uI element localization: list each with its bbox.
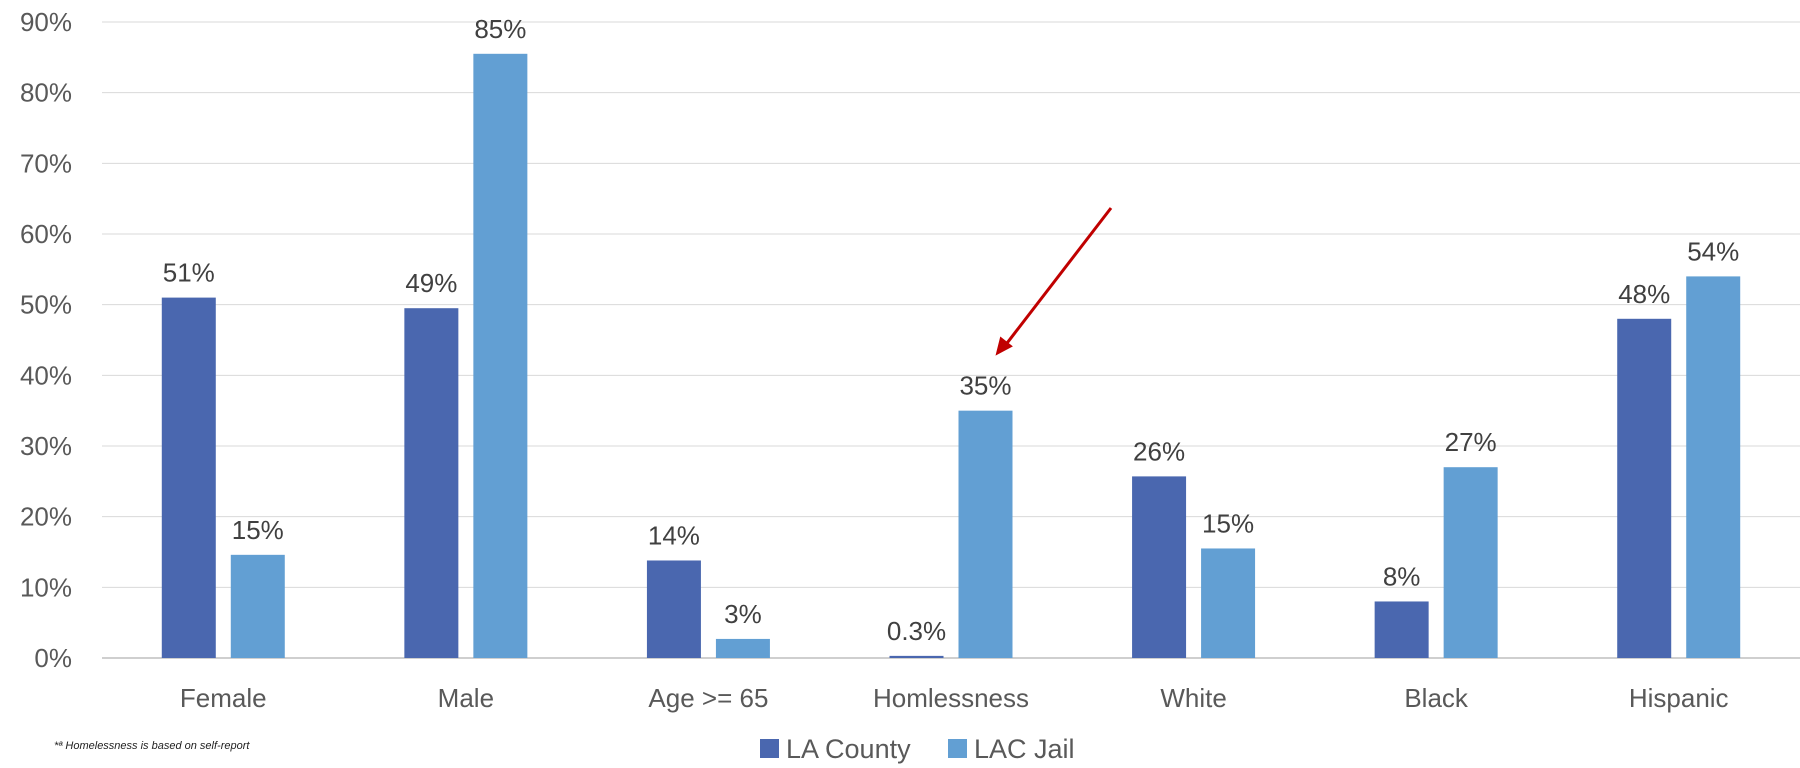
footnote: *ª Homelessness is based on self-report — [54, 740, 250, 752]
bar-la-county — [1617, 318, 1672, 658]
x-tick-label: Age >= 65 — [648, 683, 768, 713]
y-tick-label: 70% — [20, 148, 72, 178]
data-label: 8% — [1383, 561, 1421, 591]
data-label: 27% — [1445, 427, 1497, 457]
data-label: 14% — [648, 520, 700, 550]
data-labels: 51% 15% 49% 85% 14% 3% 0.3% 35% 26% 15% 8% 27% 48% 54… — [163, 14, 1739, 646]
y-tick-label: 50% — [20, 290, 72, 320]
x-tick-label: Female — [180, 683, 267, 713]
legend: LA County LAC Jail — [760, 734, 1075, 764]
annotation-arrow — [995, 207, 1113, 356]
y-tick-label: 10% — [20, 572, 72, 602]
bar-lac-jail — [958, 410, 1013, 658]
legend-swatch — [948, 739, 967, 758]
data-label: 0.3% — [887, 616, 946, 646]
bar-lac-jail — [715, 638, 770, 658]
data-label: 15% — [232, 515, 284, 545]
bar-la-county — [646, 560, 701, 658]
bar-lac-jail — [1443, 467, 1498, 658]
y-tick-label: 20% — [20, 502, 72, 532]
legend-entry: LA County — [786, 734, 911, 764]
bar-lac-jail — [473, 53, 528, 659]
bar-la-county — [161, 297, 216, 658]
legend-entry: LAC Jail — [974, 734, 1075, 764]
data-label: 51% — [163, 258, 215, 288]
y-tick-label: 60% — [20, 219, 72, 249]
bar-la-county — [404, 308, 459, 658]
y-tick-label: 90% — [20, 7, 72, 37]
x-tick-label: White — [1160, 683, 1226, 713]
data-label: 49% — [405, 268, 457, 298]
bars — [161, 53, 1741, 659]
x-axis-tick-labels: Female Male Age >= 65 Homlessness White Black… — [180, 683, 1729, 713]
bar-lac-jail — [230, 554, 285, 658]
bar-la-county — [1374, 601, 1429, 658]
y-tick-label: 40% — [20, 360, 72, 390]
data-label: 3% — [724, 599, 762, 629]
y-tick-label: 30% — [20, 431, 72, 461]
x-tick-label: Black — [1404, 683, 1469, 713]
gridlines — [102, 21, 1800, 659]
data-label: 85% — [474, 14, 526, 44]
y-tick-label: 0% — [34, 643, 72, 673]
bar-lac-jail — [1201, 548, 1256, 658]
y-tick-label: 80% — [20, 78, 72, 108]
x-tick-label: Male — [438, 683, 494, 713]
bar-lac-jail — [1686, 276, 1741, 658]
data-label: 15% — [1202, 508, 1254, 538]
y-axis-tick-labels: 0% 10% 20% 30% 40% 50% 60% 70% 80% 90% — [20, 7, 72, 673]
arrow-head — [995, 336, 1013, 356]
arrow-shaft — [1002, 207, 1113, 349]
data-label: 48% — [1618, 279, 1670, 309]
data-label: 35% — [959, 371, 1011, 401]
x-tick-label: Hispanic — [1629, 683, 1729, 713]
bar-la-county — [1132, 476, 1187, 658]
legend-swatch — [760, 739, 779, 758]
data-label: 26% — [1133, 436, 1185, 466]
bar-la-county — [889, 655, 944, 658]
data-label: 54% — [1687, 236, 1739, 266]
x-tick-label: Homlessness — [873, 683, 1029, 713]
